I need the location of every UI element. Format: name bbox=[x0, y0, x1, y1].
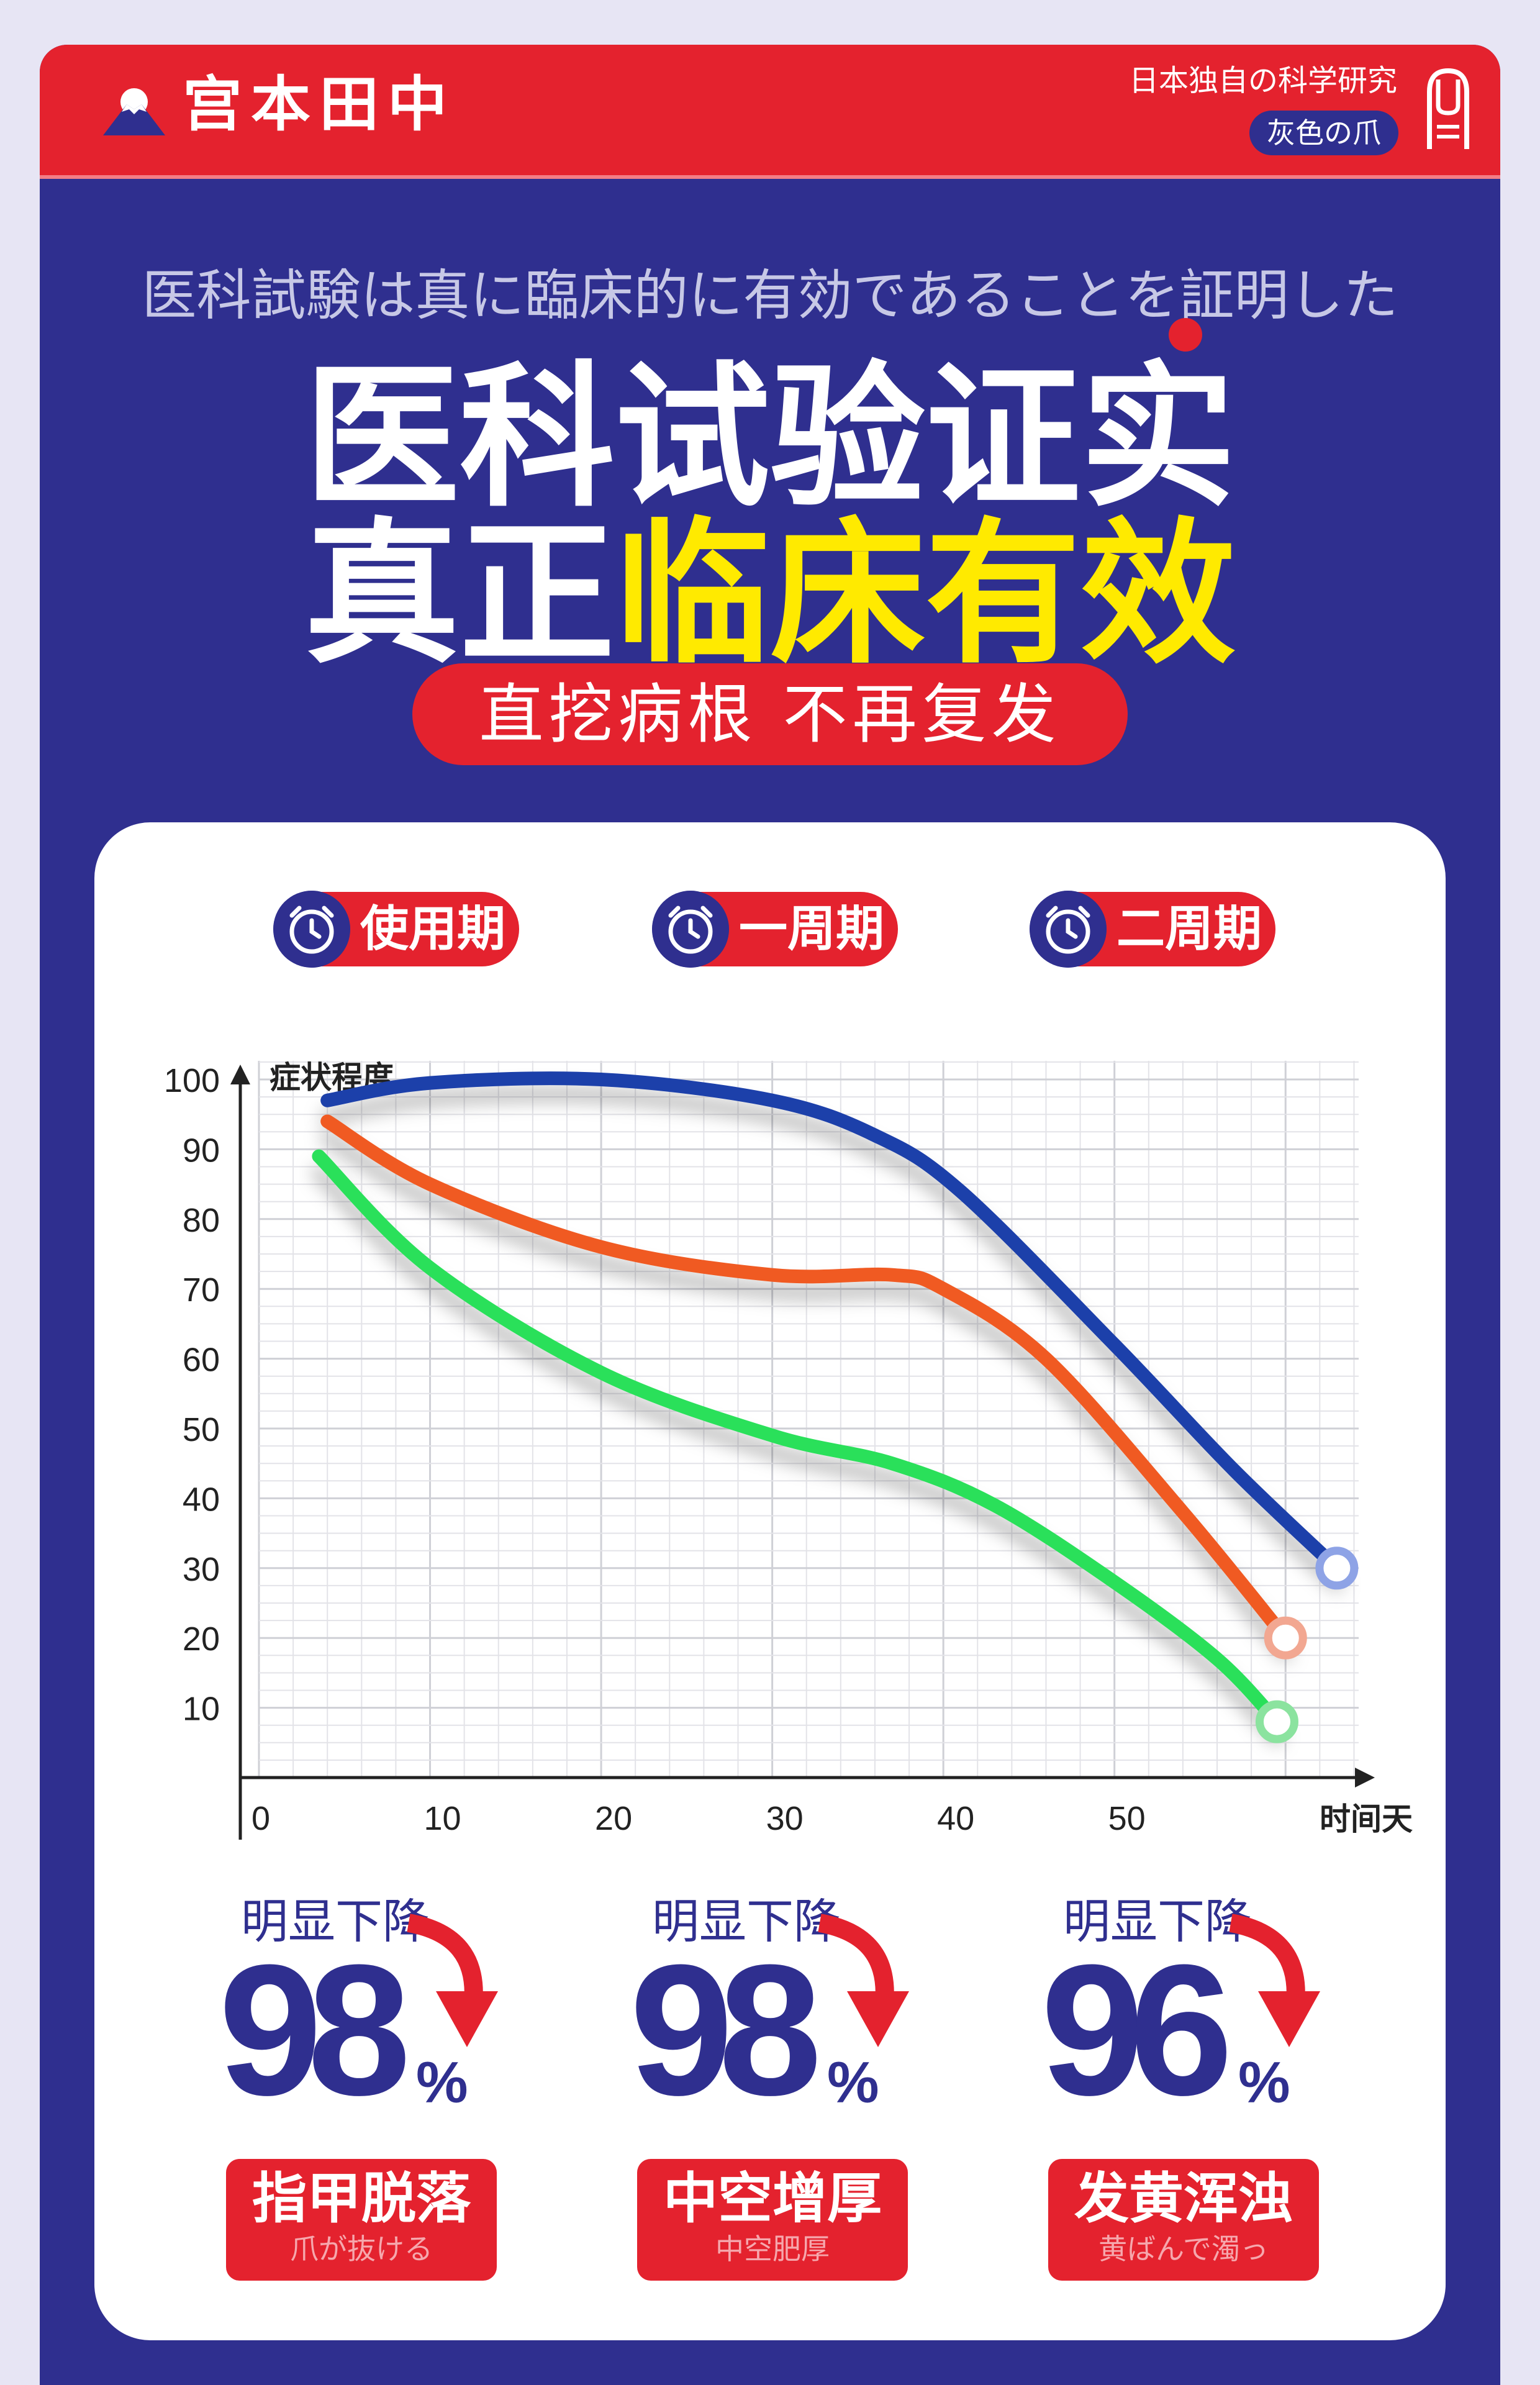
y-tick-label: 30 bbox=[183, 1551, 220, 1588]
chart-card: 使用期 一周期 二周期 症状程度 时间天 10 20 30 40 50 60 70 80 90 100… bbox=[94, 822, 1446, 2340]
x-tick-label: 10 bbox=[424, 1800, 461, 1837]
stat-block: 明显下降 98 % 指甲脱落 爪が抜ける bbox=[219, 1898, 554, 2296]
period-tag-use: 使用期 bbox=[273, 891, 519, 968]
x-axis-arrow-icon bbox=[1355, 1768, 1375, 1788]
y-tick-label: 40 bbox=[183, 1481, 220, 1518]
y-axis-arrow-icon bbox=[230, 1065, 250, 1084]
product-badge: 灰色の爪 bbox=[1249, 111, 1398, 155]
stat-symptom-jp: 黄ばんで濁っ bbox=[1098, 2232, 1269, 2266]
stat-symptom: 发黄浑浊 bbox=[1074, 2166, 1293, 2230]
series-end-point bbox=[1255, 1700, 1298, 1743]
hero-title-highlight: 临床有效 bbox=[615, 504, 1236, 684]
period-label: 一周期 bbox=[739, 901, 885, 957]
stat-symptom-box: 中空增厚 中空肥厚 bbox=[637, 2159, 908, 2281]
alarm-clock-icon bbox=[1030, 891, 1107, 968]
y-tick-label: 50 bbox=[183, 1411, 220, 1448]
top-banner: 宫本田中 日本独自の科学研究 灰色の爪 bbox=[40, 45, 1500, 179]
brand-tagline: 日本独自の科学研究 bbox=[1128, 63, 1397, 98]
period-tag-cycle1: 一周期 bbox=[652, 891, 898, 968]
stat-symptom-box: 发黄浑浊 黄ばんで濁っ bbox=[1048, 2159, 1319, 2281]
series-line bbox=[320, 1071, 1344, 1575]
stat-symptom: 中空增厚 bbox=[663, 2166, 882, 2230]
series-line bbox=[312, 1149, 1284, 1729]
alarm-clock-icon bbox=[273, 891, 350, 968]
x-tick-label: 40 bbox=[937, 1800, 974, 1837]
x-tick-label: 20 bbox=[595, 1800, 632, 1837]
period-tag-cycle2: 二周期 bbox=[1030, 891, 1275, 968]
stat-percent: 98 bbox=[219, 1925, 411, 2134]
grid bbox=[258, 1061, 1359, 1779]
y-tick-label: 10 bbox=[183, 1691, 220, 1728]
mount-fuji-logo-icon bbox=[103, 88, 165, 135]
alarm-clock-icon bbox=[652, 891, 729, 968]
hero-title-line2: 真正临床有效 bbox=[40, 517, 1500, 672]
down-arrow-icon bbox=[1229, 1914, 1320, 2047]
y-tick-label: 60 bbox=[183, 1342, 220, 1379]
stat-symptom-box: 指甲脱落 爪が抜ける bbox=[226, 2159, 497, 2281]
hero-subtitle: 医科試験は真に臨床的に有効であることを証明した bbox=[142, 263, 1398, 327]
x-tick-label: 30 bbox=[766, 1800, 804, 1837]
stat-label: 明显下降 bbox=[241, 1894, 430, 1949]
stat-symptom-jp: 中空肥厚 bbox=[715, 2232, 830, 2266]
stat-symptom: 指甲脱落 bbox=[251, 2166, 471, 2230]
x-tick-label: 0 bbox=[251, 1800, 270, 1837]
down-arrow-icon bbox=[818, 1914, 909, 2047]
stat-block: 明显下降 96 % 发黄浑浊 黄ばんで濁っ bbox=[1041, 1898, 1376, 2296]
x-axis-title: 时间天 bbox=[1320, 1801, 1413, 1837]
stat-label: 明显下降 bbox=[652, 1894, 841, 1949]
series-line bbox=[320, 1114, 1293, 1645]
stat-percent: 96 bbox=[1041, 1925, 1233, 2134]
x-tick-label: 50 bbox=[1108, 1800, 1146, 1837]
stat-unit: % bbox=[1238, 2050, 1290, 2115]
period-label: 二周期 bbox=[1116, 901, 1262, 957]
down-arrow-icon bbox=[407, 1914, 498, 2047]
stat-unit: % bbox=[416, 2050, 468, 2115]
stat-block: 明显下降 98 % 中空增厚 中空肥厚 bbox=[630, 1898, 965, 2296]
y-tick-label: 100 bbox=[164, 1062, 220, 1099]
stat-label: 明显下降 bbox=[1063, 1894, 1252, 1949]
series-end-point bbox=[1315, 1547, 1359, 1590]
fingernail-icon bbox=[1427, 68, 1469, 149]
y-tick-label: 20 bbox=[183, 1620, 220, 1658]
hero-title-line1: 医科试验证实 bbox=[304, 347, 1236, 528]
stat-unit: % bbox=[827, 2050, 879, 2115]
series-end-point bbox=[1264, 1616, 1307, 1660]
y-tick-label: 70 bbox=[183, 1271, 220, 1309]
stat-percent: 98 bbox=[630, 1925, 822, 2134]
y-tick-label: 90 bbox=[183, 1132, 220, 1169]
slogan-pill: 直挖病根 不再复发 bbox=[412, 663, 1128, 765]
hero-title-white: 真正 bbox=[304, 504, 615, 684]
stat-symptom-jp: 爪が抜ける bbox=[290, 2232, 433, 2266]
y-tick-label: 80 bbox=[183, 1202, 220, 1239]
period-label: 使用期 bbox=[360, 901, 506, 957]
red-dot-accent bbox=[1169, 318, 1202, 352]
brand-name: 宫本田中 bbox=[183, 69, 456, 139]
main-panel: 宫本田中 日本独自の科学研究 灰色の爪 医科試験は真に臨床的に有効であることを証… bbox=[40, 45, 1500, 2385]
